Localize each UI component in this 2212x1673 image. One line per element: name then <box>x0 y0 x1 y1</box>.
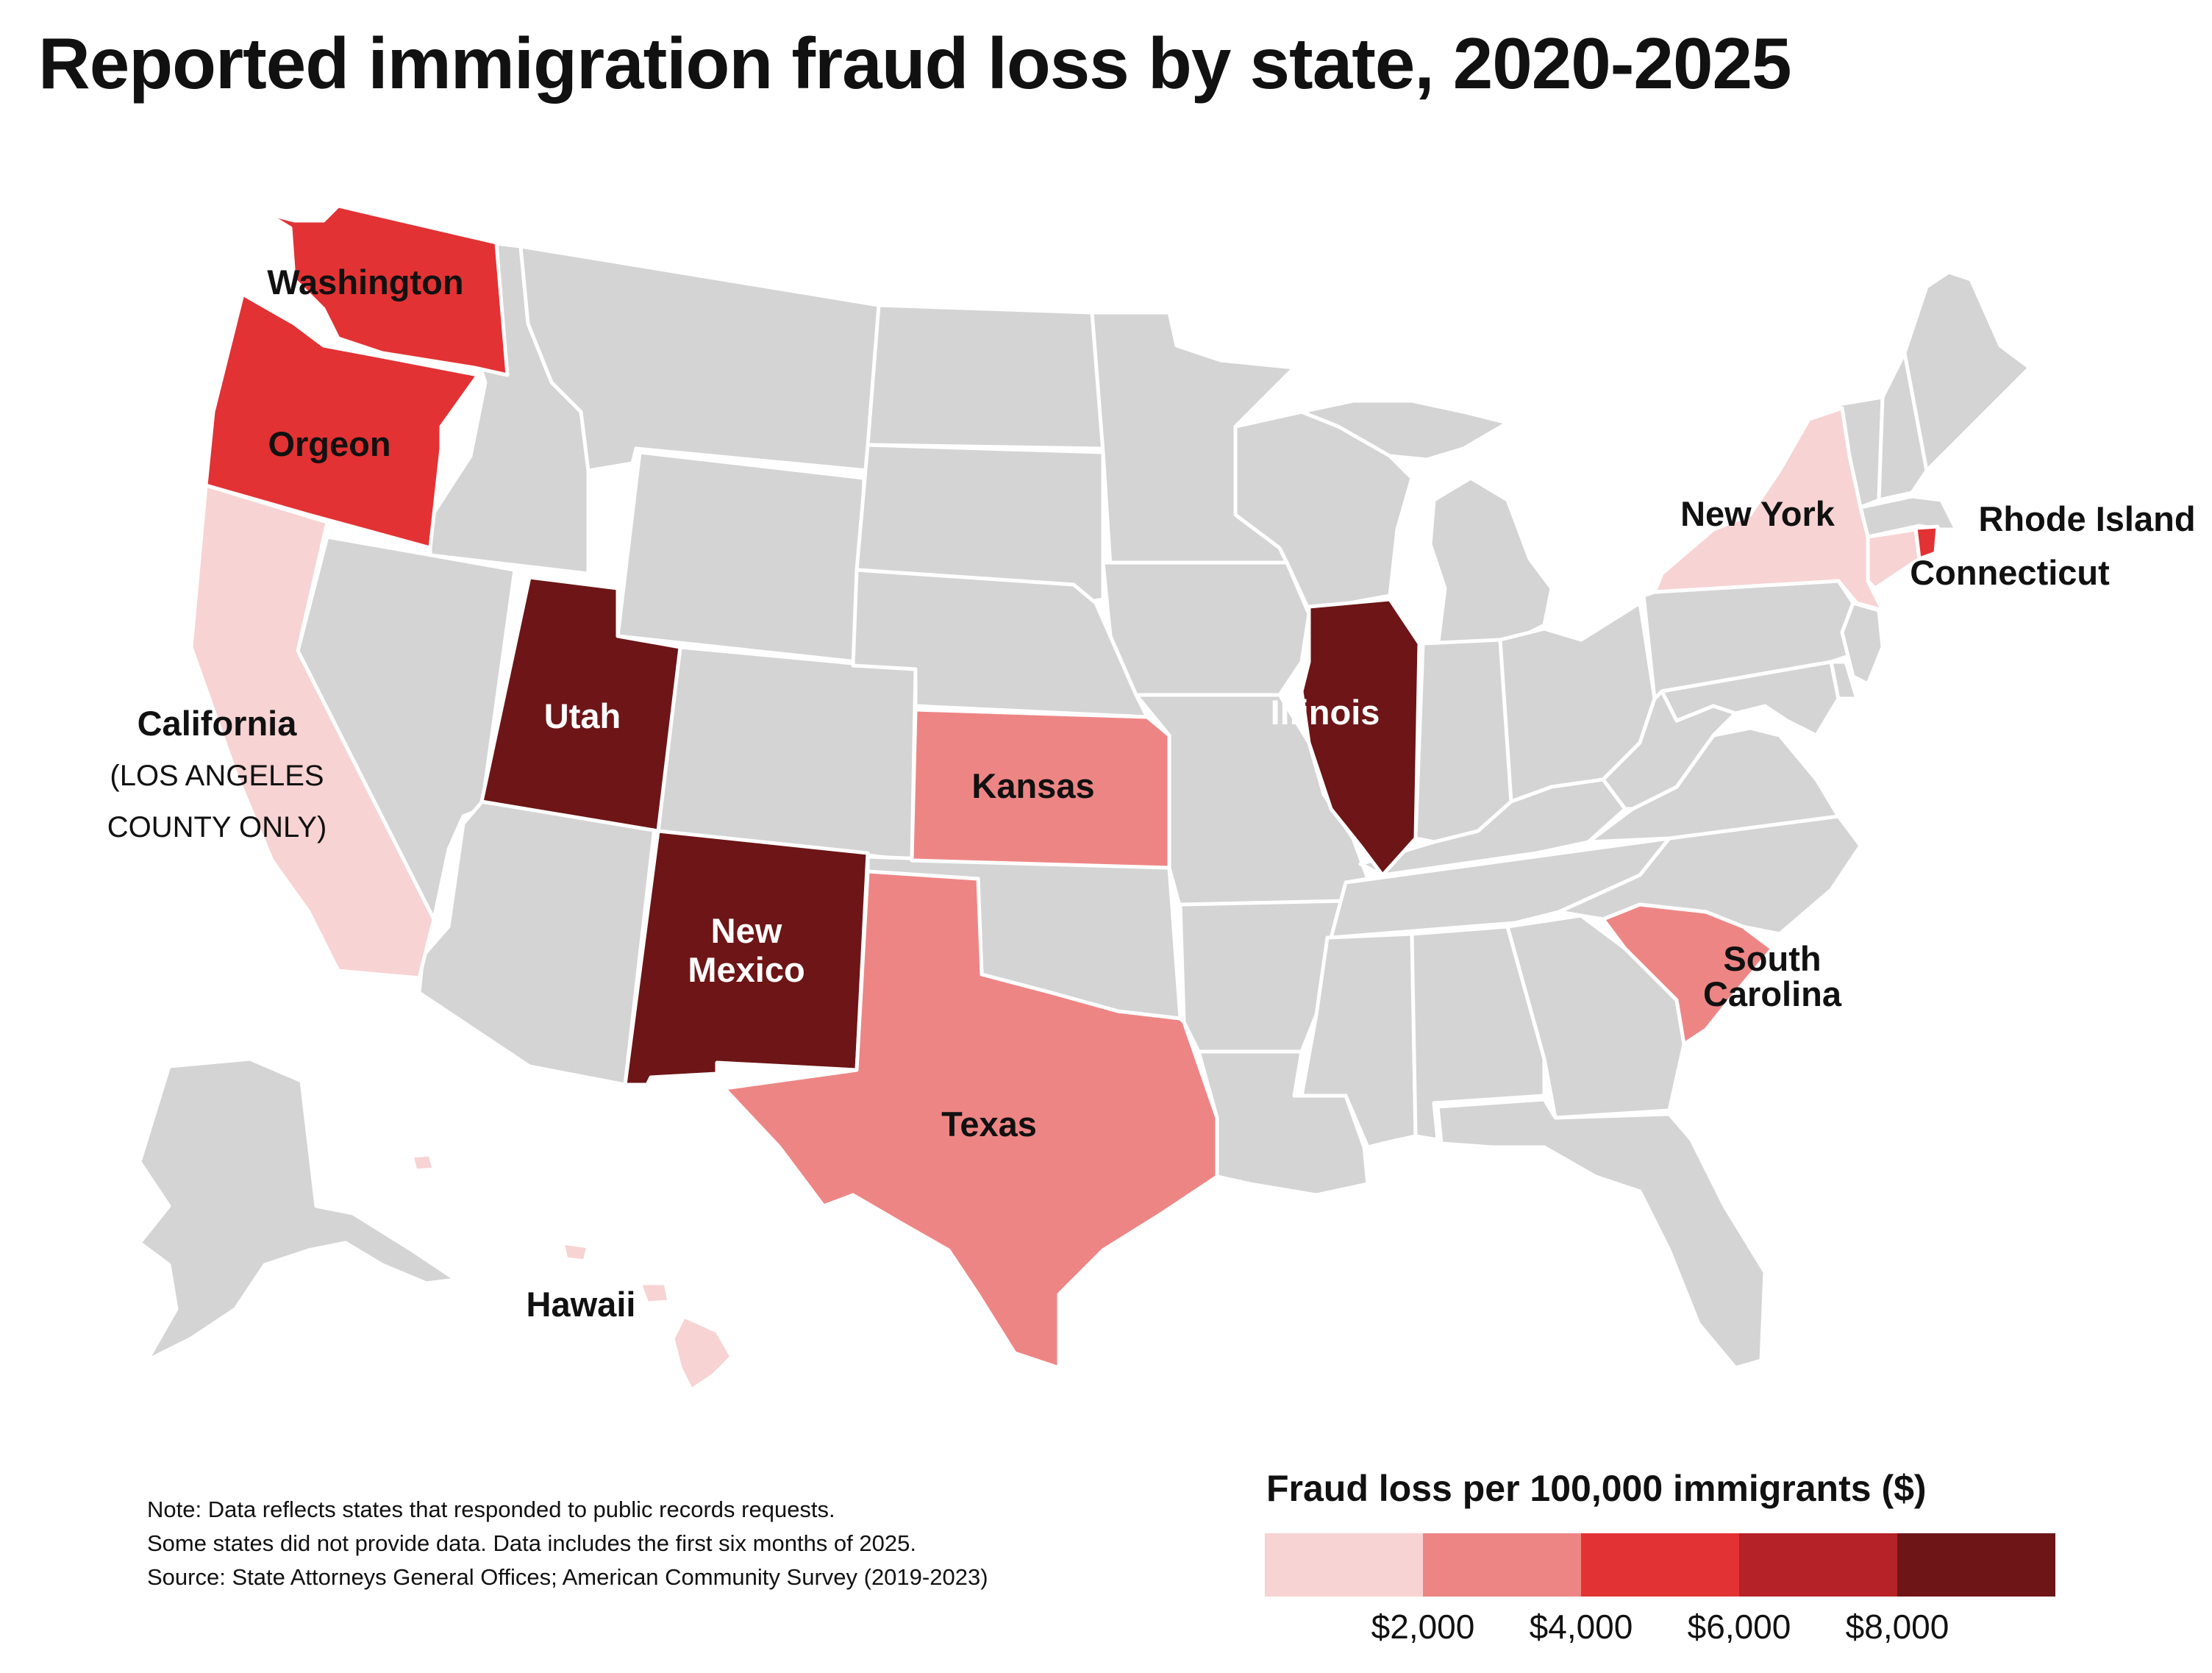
state-hawaii-oahu[interactable] <box>560 1241 591 1263</box>
state-michigan-upper[interactable] <box>1299 399 1510 462</box>
state-south-carolina[interactable] <box>1601 902 1774 1046</box>
label-texas: Texas <box>941 1105 1037 1144</box>
note-line: Note: Data reflects states that responde… <box>147 1497 835 1522</box>
label-rhode-island: Rhode Island <box>1978 499 2195 538</box>
legend-swatch <box>1581 1533 1739 1597</box>
state-kansas[interactable] <box>910 707 1171 870</box>
legend-tick-label: $6,000 <box>1687 1608 1791 1646</box>
label-kansas: Kansas <box>971 766 1094 805</box>
state-alaska[interactable] <box>138 1057 458 1363</box>
label-south-carolina-1: South <box>1723 939 1821 978</box>
legend-ticks: $2,000 $4,000 $6,000 $8,000 <box>1265 1607 2055 1651</box>
state-new-hampshire[interactable] <box>1877 351 1929 502</box>
state-hawaii-maui[interactable] <box>638 1281 671 1305</box>
legend-title: Fraud loss per 100,000 immigrants ($) <box>1266 1468 1927 1509</box>
state-washington[interactable] <box>264 204 510 377</box>
state-connecticut[interactable] <box>1866 527 1922 591</box>
state-california[interactable] <box>189 483 436 980</box>
state-indiana[interactable] <box>1413 638 1513 844</box>
state-labels: Washington Orgeon California (LOS ANGELE… <box>107 263 2196 1324</box>
footnotes: Note: Data reflects states that responde… <box>147 1493 988 1594</box>
state-florida[interactable] <box>1435 1097 1767 1370</box>
legend-color-bar <box>1265 1533 2055 1597</box>
source-line: Source: State Attorneys General Offices;… <box>147 1564 988 1590</box>
note-line: Some states did not provide data. Data i… <box>147 1530 916 1556</box>
state-michigan-lower[interactable] <box>1428 476 1554 649</box>
state-illinois[interactable] <box>1299 597 1421 877</box>
state-maine[interactable] <box>1902 270 2032 473</box>
state-colorado[interactable] <box>656 645 918 863</box>
label-california-sub1: (LOS ANGELES <box>110 760 324 792</box>
label-new-york: New York <box>1680 494 1835 533</box>
state-iowa[interactable] <box>1101 560 1311 697</box>
label-hawaii: Hawaii <box>527 1285 636 1324</box>
state-hawaii-big-island[interactable] <box>671 1314 734 1392</box>
color-legend: Fraud loss per 100,000 immigrants ($) $2… <box>1265 1467 2074 1646</box>
state-oregon[interactable] <box>204 292 480 550</box>
state-rhode-island[interactable] <box>1913 524 1940 561</box>
legend-swatch <box>1423 1533 1581 1597</box>
legend-swatch <box>1739 1533 1897 1597</box>
label-south-carolina-2: Carolina <box>1703 974 1842 1013</box>
legend-swatch <box>1265 1533 1423 1597</box>
legend-swatch <box>1897 1533 2055 1597</box>
legend-tick-label: $2,000 <box>1371 1608 1475 1646</box>
state-new-york[interactable] <box>1652 406 1885 613</box>
label-new-mexico-2: Mexico <box>688 950 804 989</box>
legend-tick-label: $4,000 <box>1529 1608 1633 1646</box>
state-texas[interactable] <box>722 869 1219 1370</box>
label-connecticut: Connecticut <box>1910 553 2110 592</box>
state-utah[interactable] <box>479 575 682 833</box>
chart-title: Reported immigration fraud loss by state… <box>38 23 1791 104</box>
state-arizona[interactable] <box>417 796 657 1087</box>
state-north-dakota[interactable] <box>866 303 1105 451</box>
legend-tick-label: $8,000 <box>1845 1608 1949 1646</box>
state-wyoming[interactable] <box>616 450 866 664</box>
label-washington: Washington <box>267 263 463 302</box>
label-utah: Utah <box>544 696 621 735</box>
data-states <box>189 204 1940 1392</box>
state-hawaii-kauai[interactable] <box>410 1152 436 1173</box>
label-california: California <box>138 704 298 743</box>
label-illinois: Illinois <box>1271 693 1380 732</box>
label-new-mexico-1: New <box>711 911 782 950</box>
label-california-sub2: COUNTY ONLY) <box>107 811 327 843</box>
label-oregon: Orgeon <box>268 424 390 463</box>
state-delaware[interactable] <box>1829 660 1859 701</box>
